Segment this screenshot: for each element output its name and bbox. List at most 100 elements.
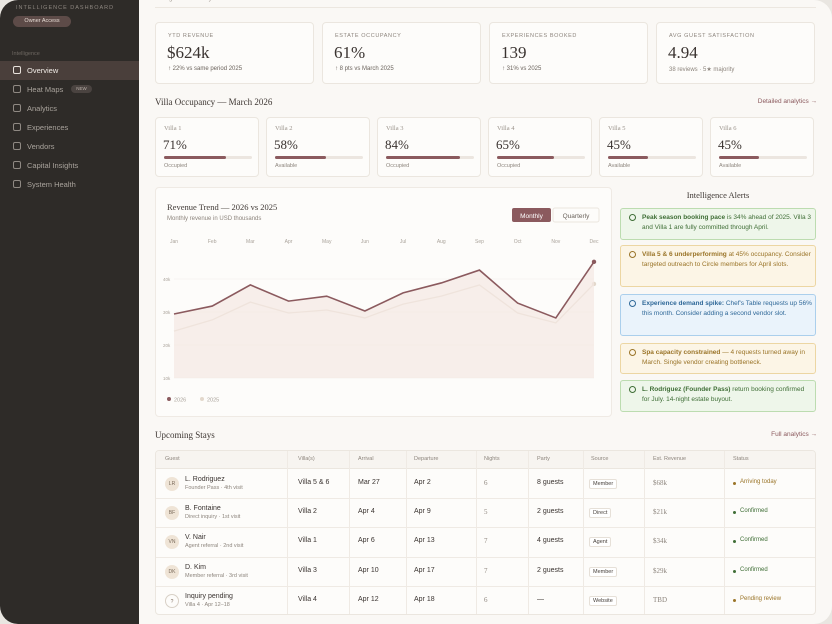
section-link[interactable]: Detailed analytics → (757, 98, 817, 105)
toggle-button[interactable] (512, 208, 551, 222)
avatar: ? (165, 593, 179, 608)
progress-track (608, 156, 696, 159)
villa-name: Villa 6 (719, 125, 737, 132)
x-tick-label: Nov (551, 239, 560, 245)
villa-card: Villa 3 84% Occupied (377, 117, 481, 177)
kpi-value: 4.94 (668, 43, 698, 62)
progress-bar (164, 156, 227, 159)
row-divider (156, 585, 815, 587)
status-dot (733, 569, 736, 573)
villa-value: 84% (385, 137, 409, 152)
access-pill: Owner Access (13, 16, 71, 27)
cell: 6 (484, 595, 488, 604)
kpi-delta: ↑ 8 pts vs March 2025 (335, 66, 394, 72)
alert-icon (629, 386, 636, 393)
villa-card: Villa 2 58% Available (266, 117, 370, 177)
cell: Apr 9 (414, 508, 431, 516)
toggle-label[interactable]: Quarterly (563, 213, 590, 220)
legend-label: 2025 (207, 398, 219, 404)
legend-swatch (200, 397, 204, 401)
villa-status: Available (275, 163, 298, 169)
cell: Apr 10 (358, 566, 379, 574)
nav-item[interactable]: Analytics (0, 99, 139, 118)
source-tag: Website (589, 595, 617, 606)
y-tick-label: 40k (163, 277, 171, 282)
status-dot (733, 511, 736, 515)
x-tick-label: Dec (590, 239, 599, 245)
guest-note: Member referral · 3rd visit (185, 572, 248, 579)
nav-item[interactable]: Capital Insights (0, 156, 139, 175)
column-header: Party (537, 456, 550, 462)
header-rule (155, 7, 816, 8)
cell: TBD (653, 595, 667, 604)
villa-card: Villa 5 45% Available (599, 117, 703, 177)
nav-label: Analytics (27, 104, 58, 113)
cell: Apr 17 (414, 566, 435, 574)
nav-item[interactable]: Overview (0, 61, 139, 80)
alert-bold: L. Rodriguez (Founder Pass) (642, 386, 731, 393)
cell: Villa 5 & 6 (298, 479, 330, 486)
kpi-delta: 38 reviews · 5★ majority (669, 67, 735, 73)
table-header-bg (156, 451, 815, 469)
y-tick-label: 10k (163, 376, 171, 381)
x-tick-label: Oct (514, 239, 522, 245)
nav-label: Capital Insights (27, 161, 79, 170)
alert-body: at 45% occupancy. Consider targeted outr… (642, 251, 811, 268)
x-tick-label: Jun (361, 239, 369, 245)
nav-icon (13, 142, 21, 150)
status-dot (733, 540, 736, 544)
alerts-title: Intelligence Alerts (686, 190, 750, 200)
kpi-value: 61% (334, 43, 366, 62)
kpi-value: 139 (501, 43, 527, 62)
nav-item[interactable]: Experiences (0, 118, 139, 137)
guest-note: Founder Pass · 4th visit (185, 485, 243, 491)
cell: Villa 3 (298, 566, 317, 574)
alert-text: Spa capacity constrained — 4 requests tu… (642, 348, 812, 368)
column-separator (644, 451, 645, 614)
section-title: Villa Occupancy — March 2026 (155, 97, 273, 107)
kpi-value: $624k (167, 43, 210, 62)
alert-body: — 4 requests turned away in March. Singl… (642, 349, 805, 366)
cell: 5 (484, 508, 488, 517)
x-tick-label: Jan (170, 239, 178, 245)
kpi-label: YTD REVENUE (168, 33, 214, 39)
nav-icon (13, 104, 21, 112)
alert-bold: Experience demand spike: (642, 300, 725, 307)
section-title: Upcoming Stays (155, 430, 215, 440)
kpi-label: AVG GUEST SATISFACTION (669, 33, 755, 39)
villa-value: 45% (718, 137, 742, 152)
chart-subtitle: Monthly revenue in USD thousands (167, 216, 261, 222)
alert: Spa capacity constrained — 4 requests tu… (620, 343, 816, 374)
toggle-label[interactable]: Monthly (520, 213, 544, 220)
alert-text: Experience demand spike: Chef's Table re… (642, 299, 812, 319)
cell: 4 guests (537, 537, 564, 545)
kpi-card: EXPERIENCES BOOKED 139 ↑ 31% vs 2025 (489, 22, 648, 84)
progress-bar (719, 156, 759, 159)
cell: Villa 4 (298, 595, 317, 603)
villa-status: Occupied (497, 163, 521, 169)
toggle-button[interactable] (552, 207, 600, 223)
avatar: LR (165, 477, 179, 491)
column-header: Guest (165, 456, 180, 462)
alert-bold: Peak season booking pace (642, 214, 726, 221)
progress-bar (386, 156, 460, 159)
status-dot (733, 482, 736, 485)
nav-label: Experiences (27, 123, 69, 132)
cell: 2 guests (537, 566, 564, 574)
villa-name: Villa 5 (608, 125, 626, 132)
progress-track (719, 156, 807, 159)
alert-body: return booking confirmed for July. 14-ni… (642, 386, 805, 403)
kpi-card: AVG GUEST SATISFACTION 4.94 38 reviews · 5… (656, 22, 815, 84)
status: Arriving today (733, 479, 813, 489)
cell: Apr 2 (414, 479, 431, 486)
alert: Experience demand spike: Chef's Table re… (620, 294, 816, 336)
source-tag: Member (589, 479, 618, 489)
nav-item[interactable]: System Health (0, 175, 139, 194)
villa-name: Villa 1 (164, 125, 182, 132)
alert-icon (629, 300, 636, 307)
nav-item[interactable]: Heat Maps NEW (0, 80, 139, 99)
nav-item[interactable]: Vendors (0, 137, 139, 156)
section-link[interactable]: Full analytics → (771, 431, 817, 438)
end-point (591, 259, 597, 265)
column-header: Departure (414, 456, 439, 462)
